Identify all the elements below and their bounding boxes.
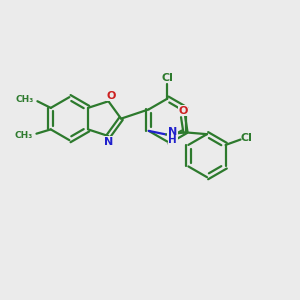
Text: O: O [107,91,116,101]
Text: N: N [104,137,114,147]
Text: Cl: Cl [161,73,173,83]
Text: N: N [168,128,177,137]
Text: CH₃: CH₃ [15,131,33,140]
Text: H: H [168,135,177,146]
Text: O: O [178,106,188,116]
Text: Cl: Cl [241,134,252,143]
Text: CH₃: CH₃ [16,95,34,104]
